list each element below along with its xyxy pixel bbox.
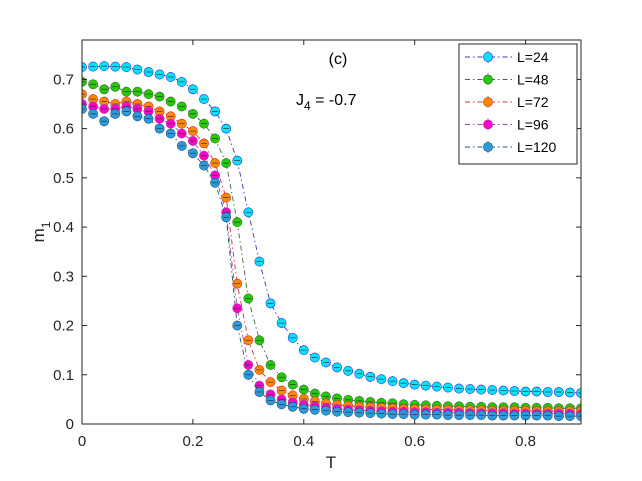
- x-axis-ticks: 0 0.2 0.4 0.6 0.8: [78, 40, 536, 450]
- y-tick-label: 0.1: [53, 367, 74, 384]
- x-tick-label: 0: [78, 433, 86, 450]
- y-tick-label: 0.4: [53, 219, 74, 236]
- x-tick-label: 0.2: [182, 433, 203, 450]
- legend-marker: [483, 52, 493, 62]
- y-tick-label: 0.3: [53, 268, 74, 285]
- legend-label: L=120: [517, 139, 557, 155]
- coupling-value: = -0.7: [311, 92, 357, 109]
- y-axis-ticks: 0 0.1 0.2 0.3 0.4 0.5 0.6 0.7: [53, 71, 581, 433]
- legend-label: L=24: [517, 49, 549, 65]
- y-tick-label: 0.5: [53, 170, 74, 187]
- x-tick-label: 0.4: [293, 433, 314, 450]
- y-axis-label-group: m1: [29, 221, 53, 242]
- legend-box: [458, 43, 578, 165]
- y-tick-label: 0: [66, 416, 74, 433]
- legend: L=24 L=48 L=72 L=96 L=120: [458, 43, 578, 165]
- panel-label: (c): [329, 51, 348, 68]
- legend-marker: [483, 74, 493, 85]
- x-tick-label: 0.8: [515, 433, 536, 450]
- y-tick-label: 0.2: [53, 318, 74, 335]
- y-tick-label: 0.7: [53, 71, 74, 88]
- plot-content: [82, 61, 581, 422]
- legend-label: L=72: [517, 94, 549, 110]
- coupling-label: J: [296, 92, 304, 109]
- legend-label: L=96: [517, 117, 549, 133]
- legend-marker: [483, 119, 493, 130]
- legend-label: L=48: [517, 72, 549, 88]
- x-axis-label: T: [326, 453, 336, 472]
- x-tick-label: 0.6: [404, 433, 425, 450]
- legend-marker: [483, 97, 493, 107]
- y-axis-label: m: [29, 228, 48, 242]
- svg-text:J4 = -0.7: J4 = -0.7: [296, 92, 357, 113]
- series-line-0: [82, 65, 581, 394]
- legend-marker: [483, 142, 493, 152]
- plot-frame: [81, 39, 582, 425]
- y-tick-label: 0.6: [53, 121, 74, 138]
- coupling-subscript: 4: [304, 99, 311, 113]
- svg-text:m1: m1: [29, 221, 53, 242]
- series-line-4: [82, 108, 581, 417]
- y-axis-label-subscript: 1: [39, 221, 53, 228]
- series-line-2: [82, 93, 581, 412]
